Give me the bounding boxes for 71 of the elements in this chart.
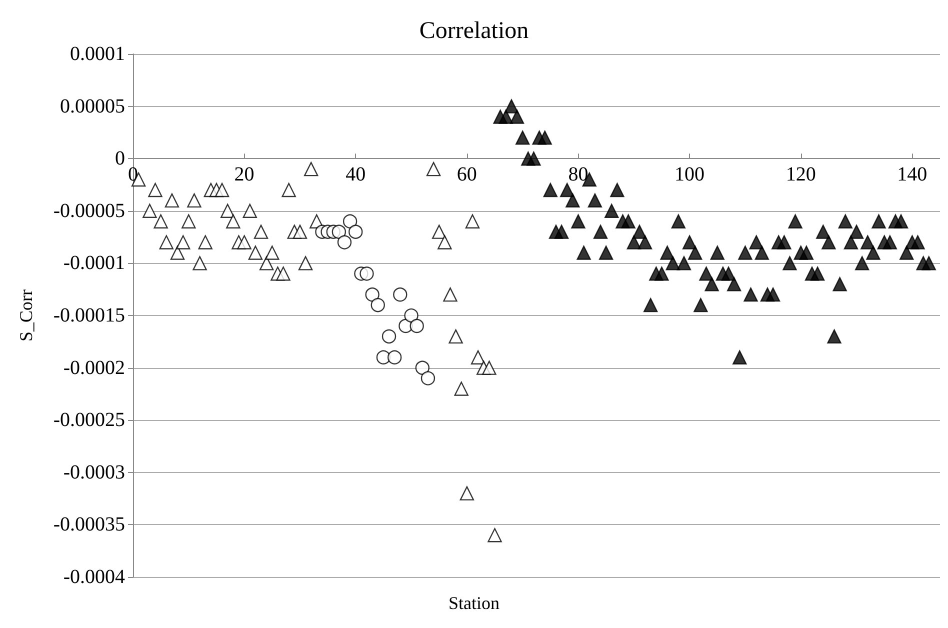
point xyxy=(259,256,274,270)
x-tick-label: 120 xyxy=(786,164,816,186)
point xyxy=(187,193,202,208)
point xyxy=(448,329,463,344)
y-tick-label: 0.00005 xyxy=(60,95,125,118)
point xyxy=(337,235,352,250)
point xyxy=(432,224,446,239)
y-tick-label: -0.0003 xyxy=(63,461,125,484)
point xyxy=(242,204,257,218)
point xyxy=(298,256,313,270)
y-tick-label: -0.0002 xyxy=(63,356,125,379)
point xyxy=(410,318,424,334)
point xyxy=(154,214,168,228)
point xyxy=(265,246,280,260)
y-tick-label: 0 xyxy=(115,148,125,170)
point xyxy=(276,266,290,281)
point xyxy=(420,371,436,386)
point xyxy=(348,224,363,239)
point xyxy=(254,224,268,239)
point xyxy=(176,235,190,250)
y-axis-title: S_Corr xyxy=(16,289,36,342)
point xyxy=(370,298,385,312)
point xyxy=(248,246,263,260)
point xyxy=(164,193,180,208)
x-tick-label: 100 xyxy=(674,164,705,186)
x-tick-label: 40 xyxy=(346,164,366,186)
y-tick-label: -0.00005 xyxy=(53,200,125,222)
point xyxy=(415,360,430,375)
point xyxy=(214,182,230,198)
y-tick-label: -0.0001 xyxy=(63,252,125,274)
point xyxy=(198,235,212,250)
point xyxy=(182,214,196,228)
point xyxy=(360,266,374,281)
point xyxy=(292,224,308,239)
point xyxy=(304,162,318,176)
point xyxy=(460,486,474,500)
point xyxy=(159,235,174,250)
point xyxy=(482,360,496,375)
x-axis-title: Station xyxy=(448,593,500,613)
point xyxy=(454,382,468,396)
y-tick-label: -0.00035 xyxy=(53,514,125,536)
x-tick-label: 140 xyxy=(897,164,928,186)
point xyxy=(148,182,162,198)
x-tick-label: 60 xyxy=(456,164,477,186)
point xyxy=(282,182,296,198)
point xyxy=(465,214,480,228)
point xyxy=(220,204,235,218)
point xyxy=(192,256,207,270)
point xyxy=(142,204,157,218)
point xyxy=(382,329,396,344)
point xyxy=(170,246,185,260)
point xyxy=(438,235,452,250)
point xyxy=(488,528,502,542)
y-tick-label: 0.0001 xyxy=(70,43,125,65)
point xyxy=(387,350,402,364)
point xyxy=(332,224,346,239)
point xyxy=(470,350,486,364)
y-tick-label: -0.00025 xyxy=(53,409,125,432)
point xyxy=(443,287,458,302)
y-tick-label: -0.0004 xyxy=(63,566,125,588)
point xyxy=(342,214,358,228)
point xyxy=(393,287,408,302)
point xyxy=(226,214,240,228)
point xyxy=(365,287,380,302)
chart-title: Correlation xyxy=(419,18,529,44)
point xyxy=(404,308,418,323)
point xyxy=(237,235,252,250)
point xyxy=(426,162,441,176)
x-tick-label: 80 xyxy=(568,164,588,186)
x-tick-label: 20 xyxy=(234,164,254,186)
y-tick-label: -0.00015 xyxy=(53,304,125,326)
